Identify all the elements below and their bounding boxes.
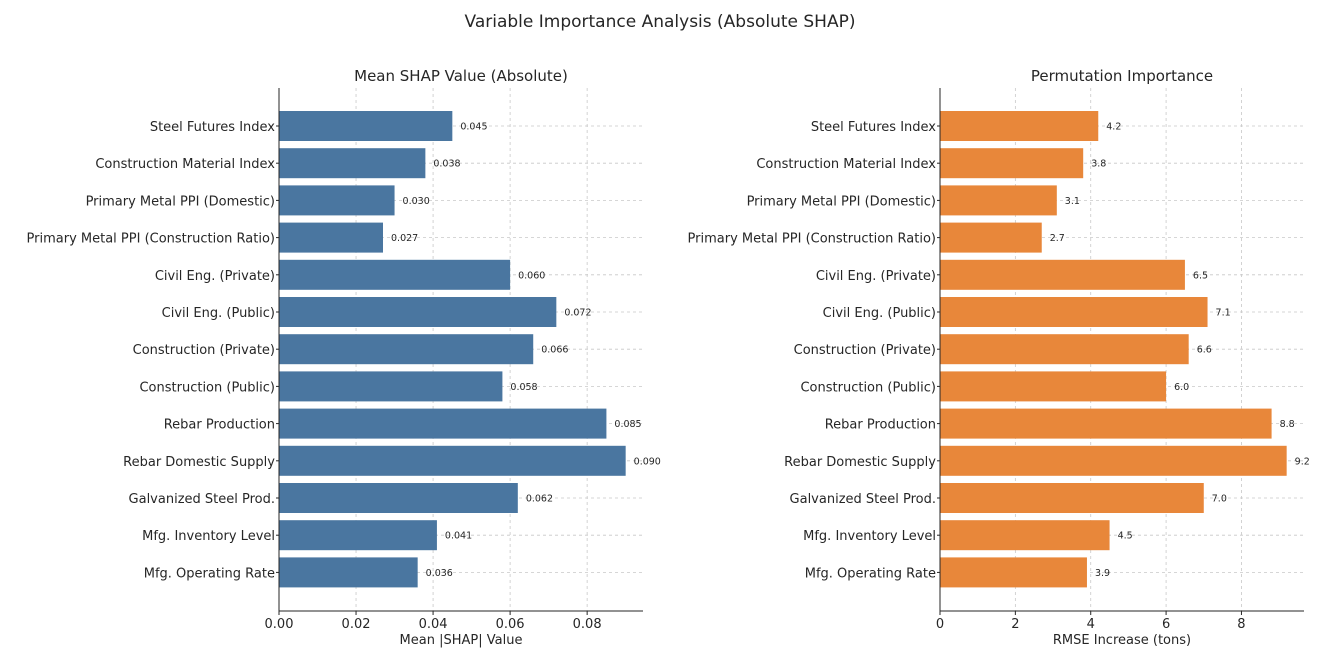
x-tick-label: 0.06 <box>496 617 525 632</box>
y-tick-label: Civil Eng. (Private) <box>816 269 936 284</box>
bar <box>279 259 511 290</box>
y-tick-label: Civil Eng. (Private) <box>155 269 275 284</box>
y-tick-label: Rebar Production <box>164 418 275 433</box>
y-tick-label: Primary Metal PPI (Domestic) <box>747 194 936 209</box>
bar <box>940 148 1084 179</box>
y-tick-label: Construction (Private) <box>794 343 936 358</box>
bar <box>279 148 426 179</box>
data-label: 0.072 <box>564 308 591 319</box>
data-label: 6.0 <box>1174 382 1189 393</box>
chart-panel-2: 4.2 Steel Futures Index 3.8 Construction Ma… <box>688 67 1310 648</box>
x-tick-label: 2 <box>1011 617 1019 632</box>
y-tick-label: Mfg. Operating Rate <box>805 566 936 581</box>
data-label: 4.5 <box>1118 531 1133 542</box>
y-tick-label: Primary Metal PPI (Construction Ratio) <box>688 232 936 247</box>
data-label: 6.6 <box>1197 345 1212 356</box>
x-tick-label: 8 <box>1237 617 1245 632</box>
x-tick-label: 0.08 <box>573 617 602 632</box>
data-label: 4.2 <box>1106 122 1121 133</box>
bar <box>940 259 1185 290</box>
chart-title: Permutation Importance <box>1031 67 1213 85</box>
data-label: 2.7 <box>1050 233 1065 244</box>
data-label: 0.036 <box>426 568 453 579</box>
data-label: 0.038 <box>433 159 460 170</box>
y-tick-label: Civil Eng. (Public) <box>162 306 275 321</box>
x-axis-label: RMSE Increase (tons) <box>1053 633 1191 648</box>
y-tick-label: Construction (Public) <box>139 380 275 395</box>
data-label: 8.8 <box>1280 419 1295 430</box>
y-tick-label: Steel Futures Index <box>150 120 275 135</box>
y-tick-label: Primary Metal PPI (Construction Ratio) <box>27 232 275 247</box>
bar <box>940 334 1189 365</box>
bar <box>279 445 626 476</box>
bar <box>279 408 607 439</box>
data-label: 9.2 <box>1295 456 1310 467</box>
bar <box>279 185 395 216</box>
bar <box>279 222 383 253</box>
y-tick-label: Steel Futures Index <box>811 120 936 135</box>
y-tick-label: Rebar Domestic Supply <box>784 455 936 470</box>
data-label: 0.090 <box>634 456 661 467</box>
data-label: 3.9 <box>1095 568 1110 579</box>
bar <box>940 520 1110 551</box>
y-tick-label: Construction (Public) <box>800 380 936 395</box>
y-tick-label: Rebar Domestic Supply <box>123 455 275 470</box>
bar <box>940 557 1087 588</box>
data-label: 0.030 <box>403 196 430 207</box>
y-tick-label: Construction Material Index <box>756 157 936 172</box>
bar <box>940 222 1042 253</box>
x-axis-label: Mean |SHAP| Value <box>400 633 523 648</box>
bar <box>940 483 1204 513</box>
y-tick-label: Rebar Production <box>825 418 936 433</box>
bar <box>279 334 534 365</box>
bar <box>940 408 1272 439</box>
x-tick-label: 0.04 <box>419 617 448 632</box>
y-tick-label: Civil Eng. (Public) <box>823 306 936 321</box>
y-tick-label: Mfg. Operating Rate <box>144 566 275 581</box>
data-label: 7.1 <box>1216 308 1231 319</box>
data-label: 0.062 <box>526 494 553 505</box>
x-tick-label: 6 <box>1162 617 1170 632</box>
y-tick-label: Primary Metal PPI (Domestic) <box>86 194 275 209</box>
bar <box>279 111 453 141</box>
x-tick-label: 4 <box>1087 617 1095 632</box>
bar <box>940 371 1167 402</box>
x-tick-label: 0.02 <box>342 617 371 632</box>
bar <box>279 371 503 402</box>
data-label: 0.041 <box>445 531 472 542</box>
data-label: 0.045 <box>460 122 487 133</box>
data-label: 3.1 <box>1065 196 1080 207</box>
data-label: 0.058 <box>510 382 537 393</box>
y-tick-label: Construction Material Index <box>95 157 275 172</box>
y-tick-label: Galvanized Steel Prod. <box>790 492 936 507</box>
bar <box>940 297 1208 327</box>
bar <box>279 297 557 327</box>
data-label: 0.085 <box>614 419 641 430</box>
bar <box>279 557 418 588</box>
bar <box>940 185 1057 216</box>
y-tick-label: Mfg. Inventory Level <box>803 529 936 544</box>
data-label: 0.066 <box>541 345 568 356</box>
data-label: 6.5 <box>1193 270 1208 281</box>
bar <box>279 483 518 513</box>
chart-title: Mean SHAP Value (Absolute) <box>354 67 568 85</box>
bar <box>940 111 1099 141</box>
y-tick-label: Galvanized Steel Prod. <box>129 492 275 507</box>
x-tick-label: 0 <box>936 617 944 632</box>
data-label: 0.027 <box>391 233 418 244</box>
data-label: 0.060 <box>518 270 545 281</box>
figure-title: Variable Importance Analysis (Absolute S… <box>465 12 856 32</box>
y-tick-label: Construction (Private) <box>133 343 275 358</box>
bar <box>279 520 437 551</box>
y-tick-label: Mfg. Inventory Level <box>142 529 275 544</box>
data-label: 3.8 <box>1091 159 1106 170</box>
chart-panel-1: 0.045 Steel Futures Index 0.038 Constructio… <box>27 67 661 648</box>
data-label: 7.0 <box>1212 494 1227 505</box>
x-tick-label: 0.00 <box>265 617 294 632</box>
bar <box>940 445 1287 476</box>
